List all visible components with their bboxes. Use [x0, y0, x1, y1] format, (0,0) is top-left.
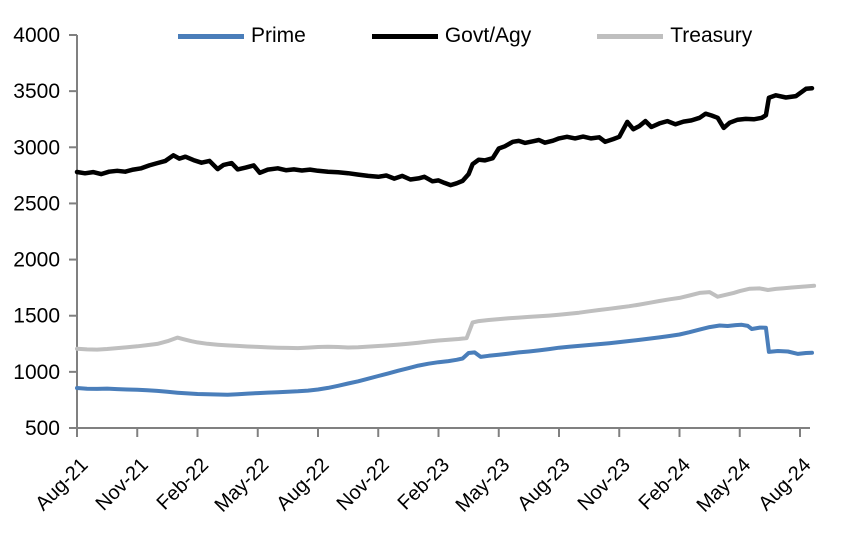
x-tick-label: Nov-23 — [574, 454, 635, 515]
series-lines — [74, 85, 817, 397]
legend-item-treasury: Treasury — [597, 24, 752, 48]
series-line-govt-agy — [74, 85, 815, 188]
x-tick-label: Feb-24 — [635, 454, 695, 514]
y-tick-label: 1500 — [13, 305, 60, 328]
x-tick-label: May-22 — [211, 454, 274, 517]
y-tick-label: 1000 — [13, 361, 60, 384]
y-tick-label: 4000 — [13, 24, 60, 47]
legend-swatch-icon — [597, 33, 664, 39]
legend-item-prime: Prime — [178, 24, 306, 48]
y-tick-label: 3500 — [13, 80, 60, 103]
series-line-prime — [75, 322, 814, 397]
legend-label: Treasury — [670, 24, 753, 47]
series-line-treasury — [75, 283, 817, 352]
y-tick-label: 3000 — [13, 136, 60, 159]
y-tick-label: 500 — [25, 417, 60, 440]
x-tick-label: Aug-22 — [272, 454, 333, 515]
legend-swatch-icon — [371, 33, 438, 39]
x-tick-label: Nov-22 — [333, 454, 394, 515]
legend-label: Prime — [251, 24, 306, 47]
x-tick-label: Aug-21 — [31, 454, 92, 515]
legend-swatch-icon — [178, 33, 244, 39]
x-tick-label: May-24 — [693, 454, 756, 517]
x-tick-label: Aug-24 — [754, 454, 815, 515]
y-tick-label: 2500 — [13, 192, 60, 215]
x-tick-label: Feb-22 — [153, 454, 213, 514]
legend-label: Govt/Agy — [444, 24, 532, 47]
x-tick-label: Aug-23 — [513, 454, 574, 515]
y-tick-label: 2000 — [13, 249, 60, 272]
legend: Prime Govt/Agy Treasury — [178, 24, 752, 48]
x-tick-label: Nov-21 — [92, 454, 153, 515]
x-tick-label: May-23 — [452, 454, 515, 517]
x-tick-label: Feb-23 — [394, 454, 454, 514]
legend-item-govt-agy: Govt/Agy — [371, 24, 532, 48]
